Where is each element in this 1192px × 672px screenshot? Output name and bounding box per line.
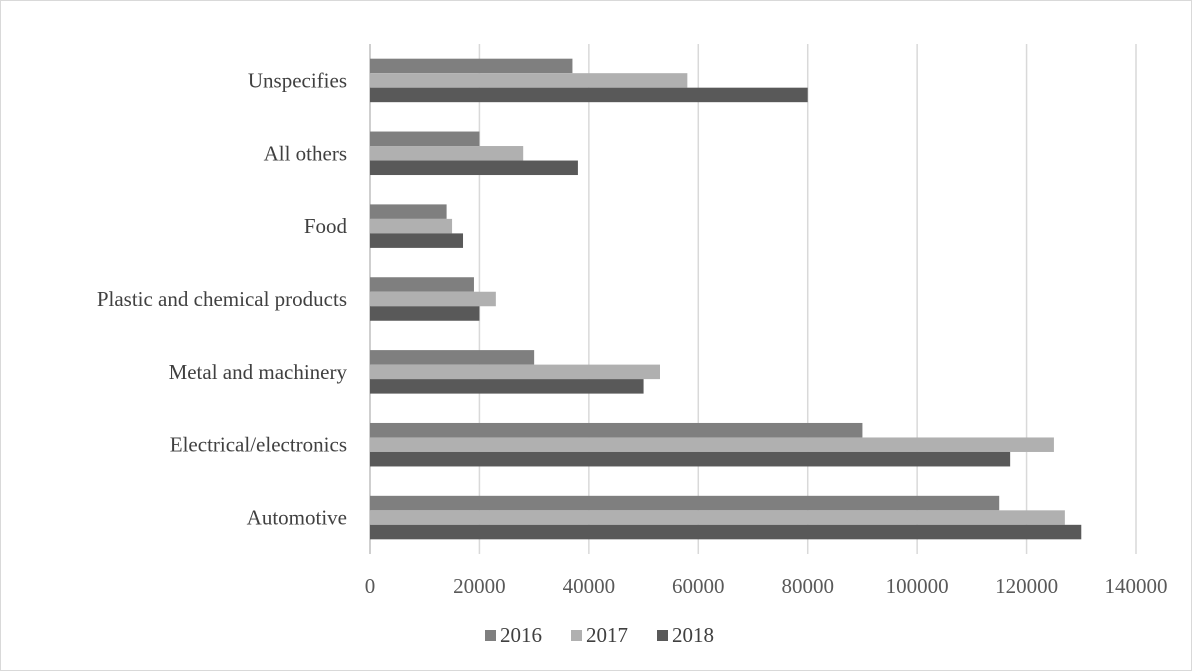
category-label: All others <box>264 141 347 165</box>
legend-label: 2016 <box>500 623 542 647</box>
x-tick-label: 80000 <box>781 574 834 598</box>
bar-food-2018 <box>370 233 464 248</box>
bar-electrical-electronics-2016 <box>370 422 863 438</box>
bar-plastic-and-chemical-products-2017 <box>370 291 496 307</box>
bar-all-others-2018 <box>370 160 578 176</box>
category-label: Unspecifies <box>248 68 347 92</box>
bar-unspecifies-2017 <box>370 73 688 88</box>
x-tick-label: 60000 <box>672 574 725 598</box>
legend-label: 2017 <box>586 623 628 647</box>
category-label: Electrical/electronics <box>170 433 347 457</box>
bar-metal-and-machinery-2016 <box>370 350 535 365</box>
x-tick-label: 20000 <box>453 574 506 598</box>
category-label: Food <box>304 214 348 238</box>
x-tick-label: 120000 <box>995 574 1058 598</box>
bar-automotive-2016 <box>370 495 1000 511</box>
category-label: Automotive <box>247 506 347 530</box>
legend-swatch-2018 <box>657 630 668 641</box>
bar-automotive-2018 <box>370 524 1082 540</box>
bar-food-2016 <box>370 204 447 219</box>
bar-metal-and-machinery-2018 <box>370 379 644 394</box>
bar-food-2017 <box>370 218 453 234</box>
bar-metal-and-machinery-2017 <box>370 364 660 380</box>
gridlines <box>369 44 1137 554</box>
x-tick-labels: 0 20000 40000 60000 80000 100000 120000 140000 <box>365 574 1168 598</box>
category-label: Plastic and chemical products <box>97 287 347 311</box>
x-tick-label: 140000 <box>1105 574 1168 598</box>
x-tick-label: 40000 <box>563 574 616 598</box>
bar-plastic-and-chemical-products-2018 <box>370 306 480 321</box>
legend-label: 2018 <box>672 623 714 647</box>
legend: 2016 2017 2018 <box>485 623 714 647</box>
bar-unspecifies-2018 <box>370 87 808 103</box>
bar-electrical-electronics-2017 <box>370 437 1054 452</box>
bar-unspecifies-2016 <box>370 58 573 74</box>
bar-automotive-2017 <box>370 510 1065 525</box>
legend-swatch-2017 <box>571 630 582 641</box>
bar-electrical-electronics-2018 <box>370 451 1011 467</box>
category-labels: Automotive Electrical/electronics Metal an… <box>97 68 348 529</box>
bars <box>370 58 1082 540</box>
x-tick-label: 0 <box>365 574 376 598</box>
bar-plastic-and-chemical-products-2016 <box>370 277 474 292</box>
legend-swatch-2016 <box>485 630 496 641</box>
bar-all-others-2017 <box>370 146 524 161</box>
bar-all-others-2016 <box>370 131 480 147</box>
x-tick-label: 100000 <box>886 574 949 598</box>
category-label: Metal and machinery <box>169 360 348 384</box>
